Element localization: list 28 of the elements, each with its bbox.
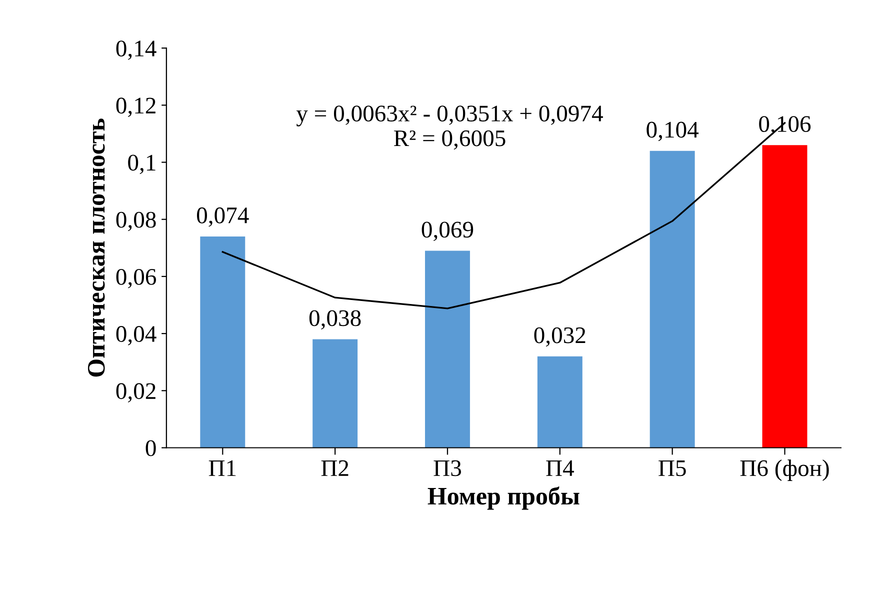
y-tick-label: 0,08 xyxy=(116,212,156,232)
y-tick-label: 0,14 xyxy=(116,40,156,60)
data-label: 0,038 xyxy=(309,310,361,330)
bar xyxy=(200,236,246,448)
data-label: 0,032 xyxy=(534,327,586,347)
bar xyxy=(425,250,470,448)
data-label: 0,074 xyxy=(196,207,249,227)
y-tick-label: 0,06 xyxy=(116,268,156,288)
x-axis-title: Номер пробы xyxy=(428,486,580,510)
y-tick-label: 0,12 xyxy=(116,98,156,117)
y-tick-label: 0 xyxy=(146,440,156,456)
y-tick-label: 0,02 xyxy=(116,383,156,402)
bar xyxy=(312,339,358,448)
y-axis-title: Оптическая плотность xyxy=(88,118,105,377)
bar xyxy=(650,150,695,448)
bar xyxy=(762,145,808,448)
data-label: 0,069 xyxy=(422,222,474,242)
x-tick-label: П3 xyxy=(434,460,461,476)
y-tick-label: 0,04 xyxy=(116,326,156,346)
x-tick-label: П5 xyxy=(658,460,686,476)
bar xyxy=(537,356,582,448)
y-tick-label: 0,1 xyxy=(128,154,156,174)
x-tick-label: П6 (фон) xyxy=(740,460,829,481)
data-label: 0,104 xyxy=(646,122,699,142)
annotation: y = 0,0063x² - 0,0351x + 0,0974 R² = 0,6005 xyxy=(296,106,603,150)
x-tick-label: П1 xyxy=(208,460,236,476)
x-tick-label: П2 xyxy=(321,460,348,476)
x-tick-label: П4 xyxy=(546,460,574,476)
